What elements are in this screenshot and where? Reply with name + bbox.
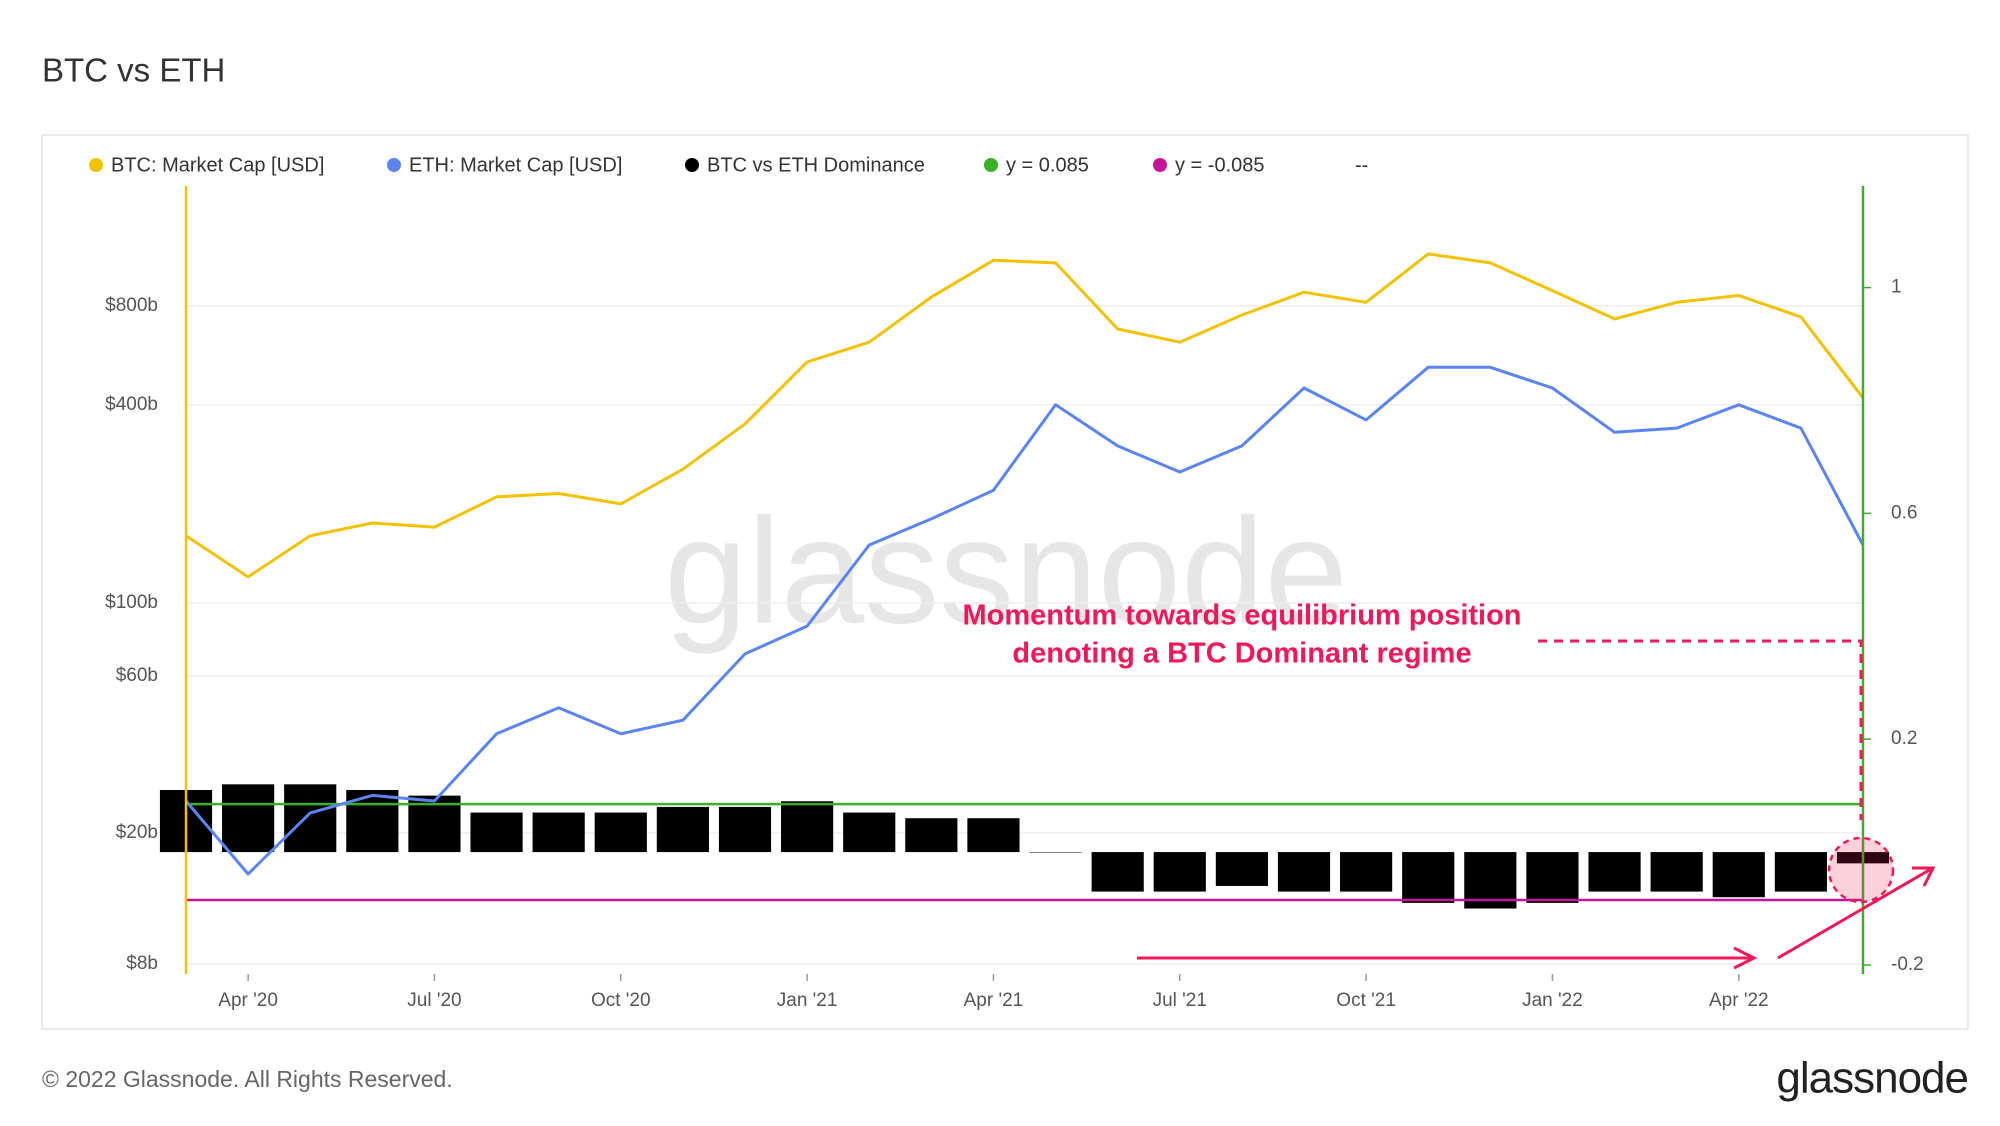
legend-label: BTC: Market Cap [USD] — [111, 154, 324, 176]
dominance-bar — [284, 784, 337, 853]
y2-tick-label: -0.2 — [1891, 954, 1924, 975]
dominance-bar — [594, 812, 647, 853]
dominance-bar — [1340, 852, 1393, 892]
dominance-bar — [905, 818, 958, 853]
chart-title: BTC vs ETH — [42, 52, 225, 89]
arrow — [1777, 866, 1936, 960]
x-tick-label: Apr '22 — [1709, 990, 1769, 1011]
chart-frame — [41, 134, 1969, 1030]
dominance-bar — [1277, 852, 1331, 892]
dominance-bar — [1774, 852, 1827, 892]
dominance-bar — [1526, 852, 1579, 903]
y-tick-label: $8b — [126, 953, 158, 974]
legend-swatch — [984, 158, 998, 172]
annotation-circle — [1827, 836, 1895, 904]
plot-area: $8b $20b $60b $100b $400b $800b -0.2 0.2 0.6 1 Apr… — [89, 154, 1936, 1011]
dominance-bar — [1402, 852, 1455, 903]
x-tick-label: Apr '20 — [218, 990, 278, 1011]
annotation-text: Momentum towards equilibrium position — [962, 600, 1521, 632]
annotation-dash — [1538, 639, 1863, 820]
x-tick-label: Jan '22 — [1522, 990, 1583, 1011]
y2-tick-label: 0.6 — [1891, 502, 1917, 523]
y-tick-label: $400b — [105, 394, 158, 415]
x-tick-label: Apr '21 — [964, 990, 1024, 1011]
dominance-bar — [1153, 852, 1206, 892]
legend-label: y = -0.085 — [1175, 154, 1265, 176]
footer: © 2022 Glassnode. All Rights Reserved. — [42, 1066, 453, 1092]
dominance-bar — [1215, 852, 1268, 886]
x-tick-label: Oct '21 — [1336, 990, 1396, 1011]
y2-tick-label: 0.2 — [1891, 728, 1917, 749]
dominance-bar — [470, 812, 523, 853]
legend-placeholder: -- — [1355, 154, 1368, 176]
dominance-bar — [843, 812, 896, 853]
y-tick-label: $20b — [116, 822, 158, 843]
dominance-bar — [656, 806, 709, 853]
dominance-bar — [1029, 852, 1082, 853]
legend-swatch — [387, 158, 401, 172]
y-tick-label: $800b — [105, 295, 158, 316]
x-tick-label: Jul '21 — [1153, 990, 1207, 1011]
dominance-bar — [1091, 852, 1144, 892]
y-tick-label: $100b — [105, 592, 158, 613]
legend-swatch — [685, 158, 699, 172]
dominance-bar — [967, 818, 1020, 853]
dominance-bar — [222, 784, 275, 853]
legend-swatch — [89, 158, 103, 172]
legend-label: y = 0.085 — [1006, 154, 1089, 176]
dominance-bar — [1712, 852, 1765, 898]
x-tick-label: Oct '20 — [591, 990, 651, 1011]
y2-tick-label: 1 — [1891, 277, 1902, 298]
legend-label: ETH: Market Cap [USD] — [409, 154, 622, 176]
x-tick-label: Jul '20 — [407, 990, 461, 1011]
dominance-bar — [1650, 852, 1703, 892]
dominance-bar — [718, 806, 772, 853]
x-tick-label: Jan '21 — [777, 990, 838, 1011]
y-tick-label: $60b — [116, 665, 158, 686]
legend-label: BTC vs ETH Dominance — [707, 154, 925, 176]
dominance-bar — [1588, 852, 1641, 892]
series-line — [184, 365, 1865, 876]
dominance-bar — [532, 812, 585, 853]
logo: glassnode — [1776, 1054, 1968, 1103]
series-line — [185, 252, 1865, 579]
annotation-text: denoting a BTC Dominant regime — [1012, 638, 1471, 670]
watermark: glassnode — [664, 487, 1348, 655]
legend-swatch — [1153, 158, 1167, 172]
arrow — [1137, 946, 1758, 970]
dominance-bar — [781, 801, 834, 853]
